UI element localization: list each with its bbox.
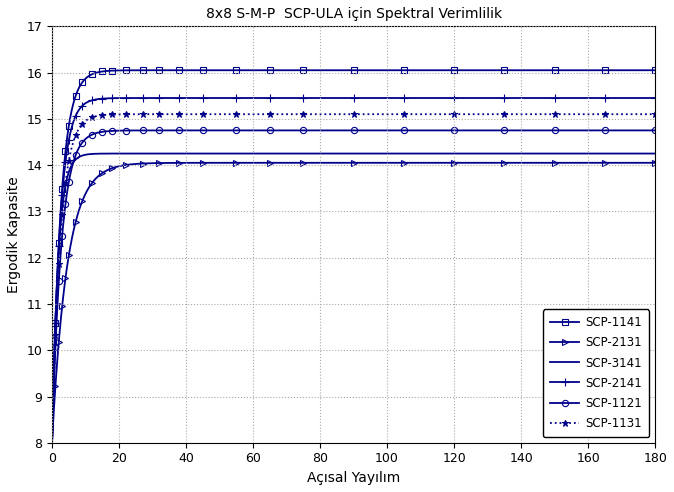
SCP-3141 <box>326 151 334 156</box>
Line: SCP-3141: SCP-3141 <box>52 154 655 440</box>
SCP-3141 <box>634 151 642 156</box>
SCP-3141 <box>523 151 531 156</box>
Legend: SCP-1141, SCP-2131, SCP-3141, SCP-2141, SCP-1121, SCP-1131: SCP-1141, SCP-2131, SCP-3141, SCP-2141, … <box>543 309 649 437</box>
SCP-3141 <box>48 437 56 443</box>
SCP-3141 <box>634 151 642 156</box>
SCP-3141 <box>79 153 87 158</box>
X-axis label: Açısal Yayılım: Açısal Yayılım <box>307 471 400 485</box>
Y-axis label: Ergodik Kapasite: Ergodik Kapasite <box>7 176 21 293</box>
SCP-3141 <box>342 151 350 156</box>
SCP-3141 <box>651 151 659 156</box>
Title: 8x8 S-M-P  SCP-ULA için Spektral Verimlilik: 8x8 S-M-P SCP-ULA için Spektral Verimlil… <box>206 7 501 21</box>
SCP-3141 <box>270 151 278 156</box>
